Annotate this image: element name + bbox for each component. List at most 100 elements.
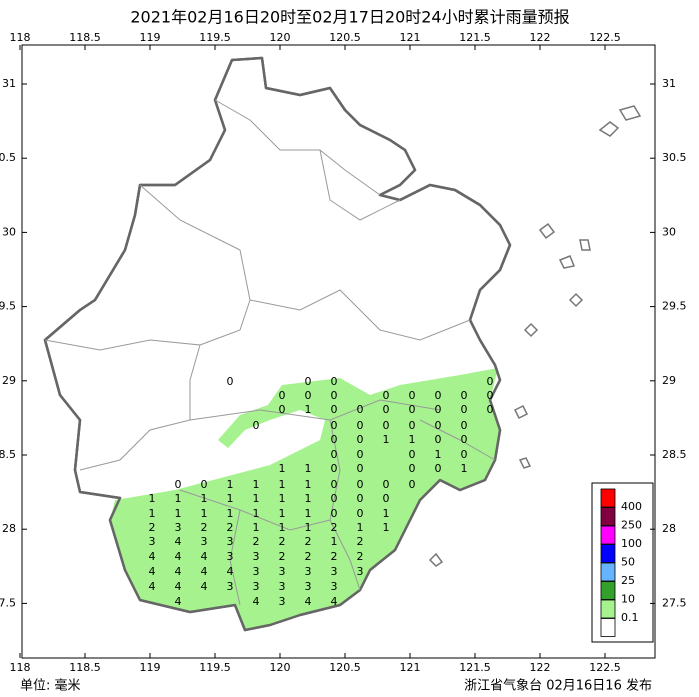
station-value: 0 [331, 478, 338, 491]
lat-tick-label: 28.5 [0, 448, 16, 461]
station-value: 0 [331, 419, 338, 432]
lon-tick-label: 118.5 [69, 661, 101, 674]
station-value: 0 [331, 507, 338, 520]
station-value: 0 [461, 433, 468, 446]
county-lines [44, 99, 496, 606]
station-value: 4 [331, 595, 338, 608]
station-value: 0 [331, 433, 338, 446]
station-value: 0 [461, 448, 468, 461]
station-value: 0 [383, 389, 390, 402]
station-value: 1 [435, 448, 442, 461]
lat-tick-label: 28 [662, 522, 676, 535]
station-value: 3 [201, 535, 208, 548]
station-value: 1 [201, 507, 208, 520]
lat-tick-label: 30.5 [662, 151, 687, 164]
station-value: 3 [279, 580, 286, 593]
station-value: 3 [227, 535, 234, 548]
unit-label: 单位: 毫米 [20, 678, 81, 694]
station-value: 0 [331, 403, 338, 416]
lon-tick-label: 121.5 [459, 661, 491, 674]
station-value: 2 [331, 521, 338, 534]
lon-tick-label: 119.5 [199, 31, 231, 44]
station-value: 2 [227, 521, 234, 534]
station-value: 1 [175, 507, 182, 520]
station-value: 0 [409, 448, 416, 461]
station-value: 4 [149, 565, 156, 578]
station-value: 0 [409, 462, 416, 475]
station-value: 0 [409, 403, 416, 416]
legend-label: 0.1 [621, 611, 639, 624]
islands [428, 105, 642, 567]
lon-tick-label: 119 [140, 661, 161, 674]
station-value: 0 [357, 403, 364, 416]
station-value: 0 [357, 433, 364, 446]
station-value: 1 [357, 521, 364, 534]
lat-tick-label: 28 [2, 522, 16, 535]
station-value: 1 [149, 492, 156, 505]
lat-tick-label: 27.5 [0, 596, 16, 609]
station-value: 0 [331, 375, 338, 388]
station-value: 0 [305, 389, 312, 402]
station-value: 0 [357, 419, 364, 432]
legend-swatch [600, 544, 616, 563]
station-value: 1 [279, 507, 286, 520]
station-value: 1 [279, 478, 286, 491]
station-value: 1 [305, 478, 312, 491]
station-value: 3 [253, 550, 260, 563]
station-value: 0 [357, 478, 364, 491]
station-value: 4 [175, 595, 182, 608]
station-value: 0 [435, 389, 442, 402]
station-value: 1 [305, 507, 312, 520]
lon-tick-label: 119 [140, 31, 161, 44]
station-value: 0 [357, 507, 364, 520]
lat-tick-label: 31 [2, 77, 16, 90]
station-value: 1 [461, 462, 468, 475]
station-value: 1 [227, 478, 234, 491]
legend-label: 100 [621, 537, 642, 550]
legend-label: 25 [621, 574, 635, 587]
station-value: 0 [383, 492, 390, 505]
legend-swatch [600, 488, 616, 508]
station-value: 0 [409, 478, 416, 491]
lat-tick-label: 27.5 [662, 596, 687, 609]
station-value: 1 [227, 492, 234, 505]
station-value: 0 [227, 375, 234, 388]
station-value: 0 [279, 403, 286, 416]
lat-tick-label: 29 [662, 374, 676, 387]
station-value: 1 [279, 521, 286, 534]
station-value: 4 [175, 535, 182, 548]
station-value: 1 [149, 507, 156, 520]
station-value: 3 [253, 580, 260, 593]
lat-tick-label: 30.5 [0, 151, 16, 164]
title: 2021年02月16日20时至02月17日20时24小时累计雨量预报 [130, 8, 569, 27]
station-value: 3 [279, 595, 286, 608]
station-value: 4 [175, 565, 182, 578]
station-value: 1 [305, 462, 312, 475]
station-value: 1 [305, 403, 312, 416]
issuer-label: 浙江省气象台 02月16日16 发布 [464, 678, 652, 694]
station-value: 0 [253, 419, 260, 432]
station-value: 0 [435, 403, 442, 416]
legend-label: 10 [621, 593, 635, 606]
station-value: 0 [383, 419, 390, 432]
station-value: 1 [305, 521, 312, 534]
station-value: 2 [149, 521, 156, 534]
station-value: 0 [305, 375, 312, 388]
station-value: 1 [383, 507, 390, 520]
station-value: 1 [279, 462, 286, 475]
station-value: 1 [279, 492, 286, 505]
station-value: 0 [201, 478, 208, 491]
lon-tick-label: 120.5 [329, 31, 361, 44]
station-value: 1 [253, 478, 260, 491]
station-value: 4 [175, 580, 182, 593]
station-value: 0 [357, 448, 364, 461]
legend-label: 250 [621, 519, 642, 532]
lat-tick-label: 31 [662, 77, 676, 90]
station-value: 3 [305, 565, 312, 578]
station-value: 2 [201, 521, 208, 534]
station-value: 0 [487, 389, 494, 402]
station-value: 0 [409, 389, 416, 402]
lat-tick-label: 28.5 [662, 448, 687, 461]
station-value: 4 [149, 550, 156, 563]
